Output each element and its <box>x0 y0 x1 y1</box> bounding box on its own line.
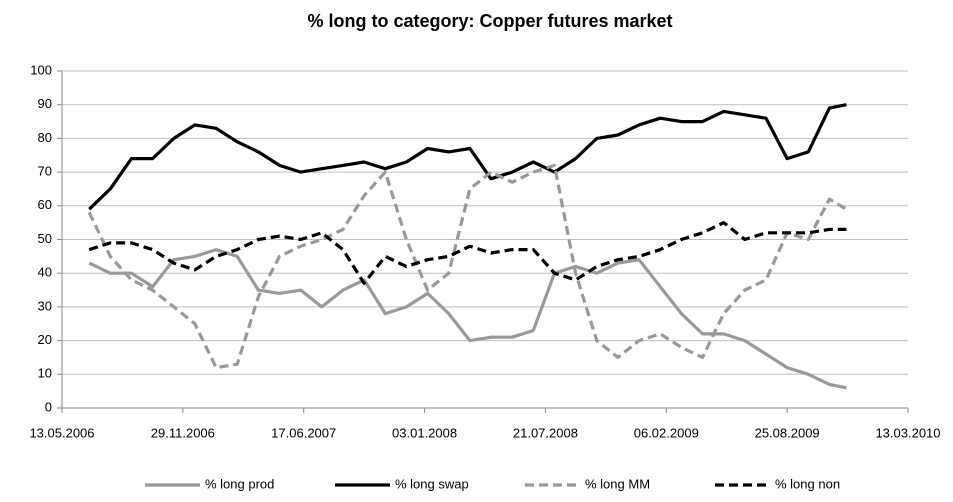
y-tick-label: 70 <box>38 164 52 179</box>
x-tick-label: 29.11.2006 <box>151 425 215 440</box>
y-tick-label: 50 <box>38 231 52 246</box>
y-tick-label: 40 <box>38 265 52 280</box>
legend-label: % long prod <box>205 476 274 491</box>
y-tick-label: 20 <box>38 332 52 347</box>
series-line <box>88 221 847 285</box>
chart-title: % long to category: Copper futures marke… <box>307 11 672 31</box>
legend-label: % long swap <box>395 476 469 491</box>
legend-label: % long MM <box>585 476 650 491</box>
y-tick-label: 90 <box>38 96 52 111</box>
x-tick-label: 06.02.2009 <box>634 425 699 440</box>
y-tick-label: 100 <box>30 62 52 77</box>
x-tick-label: 17.06.2007 <box>271 425 336 440</box>
series-line <box>88 248 847 390</box>
x-tick-label: 13.05.2006 <box>29 425 94 440</box>
y-tick-label: 0 <box>45 399 52 414</box>
y-tick-label: 10 <box>38 366 52 381</box>
y-tick-label: 30 <box>38 298 52 313</box>
x-tick-label: 25.08.2009 <box>755 425 820 440</box>
x-tick-label: 03.01.2008 <box>392 425 457 440</box>
y-tick-label: 80 <box>38 130 52 145</box>
x-tick-label: 21.07.2008 <box>513 425 578 440</box>
series-line <box>88 103 847 211</box>
x-tick-label: 13.03.2010 <box>875 425 940 440</box>
legend-label: % long non <box>775 476 840 491</box>
y-tick-label: 60 <box>38 197 52 212</box>
